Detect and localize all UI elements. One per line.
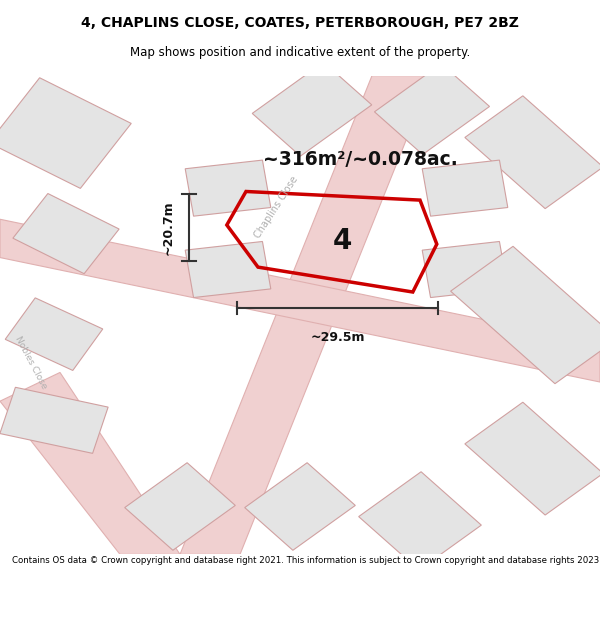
Polygon shape <box>465 96 600 209</box>
Text: Map shows position and indicative extent of the property.: Map shows position and indicative extent… <box>130 46 470 59</box>
Text: Nobles Close: Nobles Close <box>14 335 49 391</box>
Polygon shape <box>0 78 131 188</box>
Polygon shape <box>422 241 508 298</box>
Polygon shape <box>180 76 432 554</box>
Text: ~316m²/~0.078ac.: ~316m²/~0.078ac. <box>263 150 457 169</box>
Polygon shape <box>0 372 180 554</box>
Polygon shape <box>374 64 490 154</box>
Polygon shape <box>185 241 271 298</box>
Polygon shape <box>252 62 372 156</box>
Polygon shape <box>359 472 481 570</box>
Text: 4, CHAPLINS CLOSE, COATES, PETERBOROUGH, PE7 2BZ: 4, CHAPLINS CLOSE, COATES, PETERBOROUGH,… <box>81 16 519 30</box>
Polygon shape <box>451 246 600 384</box>
Polygon shape <box>125 462 235 550</box>
Polygon shape <box>0 388 108 453</box>
Text: Contains OS data © Crown copyright and database right 2021. This information is : Contains OS data © Crown copyright and d… <box>12 556 600 566</box>
Text: ~20.7m: ~20.7m <box>161 201 175 255</box>
Polygon shape <box>185 160 271 216</box>
Polygon shape <box>0 219 600 382</box>
Polygon shape <box>465 402 600 515</box>
Polygon shape <box>5 298 103 371</box>
Polygon shape <box>13 194 119 274</box>
Polygon shape <box>245 462 355 550</box>
Text: ~29.5m: ~29.5m <box>310 331 365 344</box>
Text: 4: 4 <box>332 227 352 255</box>
Polygon shape <box>422 160 508 216</box>
Text: Chaplins Close: Chaplins Close <box>252 174 300 240</box>
